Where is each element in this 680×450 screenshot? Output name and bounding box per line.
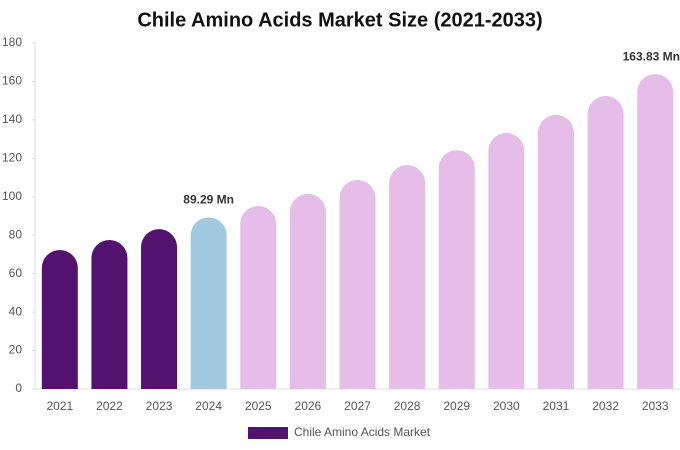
chart-title: Chile Amino Acids Market Size (2021-2033… — [137, 9, 542, 31]
y-tick-label: 160 — [2, 74, 22, 88]
bar — [438, 150, 475, 389]
x-tick-label: 2029 — [443, 399, 470, 413]
y-tick-label: 40 — [9, 304, 23, 318]
bar — [91, 240, 128, 389]
x-tick-label: 2025 — [245, 399, 272, 413]
value-label: 89.29 Mn — [183, 193, 234, 207]
x-tick-label: 2024 — [195, 399, 222, 413]
y-tick-label: 60 — [9, 266, 23, 280]
x-tick-label: 2031 — [543, 399, 570, 413]
bar — [41, 250, 78, 389]
bar — [488, 132, 525, 389]
y-tick-label: 80 — [9, 227, 23, 241]
y-tick-label: 100 — [2, 189, 22, 203]
x-tick-label: 2022 — [96, 399, 123, 413]
bar — [240, 206, 277, 389]
x-tick-label: 2032 — [592, 399, 619, 413]
bar — [389, 165, 426, 389]
y-tick-label: 120 — [2, 151, 22, 165]
x-tick-label: 2023 — [146, 399, 173, 413]
x-tick-label: 2033 — [642, 399, 669, 413]
bar — [637, 74, 674, 389]
bar — [141, 229, 178, 389]
y-tick-label: 20 — [9, 343, 23, 357]
x-tick-label: 2026 — [295, 399, 322, 413]
y-tick-label: 0 — [15, 381, 22, 395]
legend-swatch — [248, 427, 288, 439]
x-tick-label: 2021 — [46, 399, 73, 413]
bar — [537, 114, 574, 389]
bar — [339, 180, 376, 389]
x-tick-label: 2030 — [493, 399, 520, 413]
x-tick-label: 2028 — [394, 399, 421, 413]
bar — [587, 96, 624, 389]
value-label: 163.83 Mn — [623, 49, 680, 63]
bar — [190, 217, 227, 389]
y-tick-label: 180 — [2, 35, 22, 49]
x-tick-label: 2027 — [344, 399, 371, 413]
bar — [289, 193, 326, 389]
y-tick-label: 140 — [2, 112, 22, 126]
legend-label: Chile Amino Acids Market — [294, 425, 431, 439]
